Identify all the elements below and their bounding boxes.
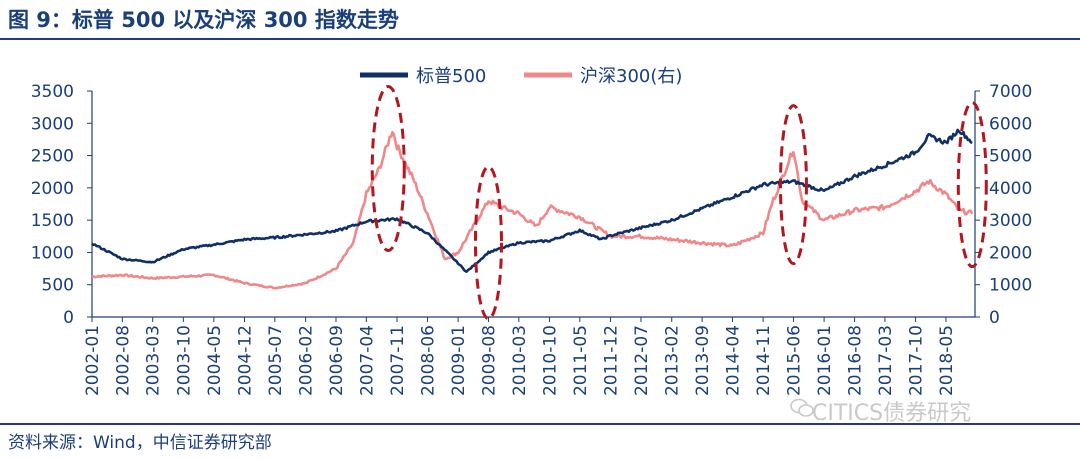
- legend-label-hs300: 沪深300(右): [580, 66, 682, 87]
- title-rule: [0, 38, 1080, 40]
- x-tick-label: 2016-08: [846, 325, 866, 396]
- left-tick-label: 3000: [31, 114, 74, 134]
- x-tick-label: 2011-05: [571, 325, 591, 396]
- x-tick-label: 2017-03: [876, 325, 896, 396]
- right-tick-label: 6000: [989, 114, 1032, 134]
- x-tick-label: 2003-03: [144, 325, 164, 396]
- x-tick-label: 2008-06: [418, 325, 438, 396]
- right-tick-label: 7000: [989, 82, 1032, 102]
- line-chart: 0 500 1000 1500 2000 2500 3000 3500 0 1000 2000 30…: [31, 66, 1033, 396]
- x-tick-label: 2013-02: [663, 325, 683, 396]
- legend-label-sp500: 标普500: [416, 66, 486, 87]
- series-line-hs300: [91, 130, 974, 290]
- highlight-ellipse: [956, 101, 988, 269]
- source-rule: [0, 423, 1080, 425]
- right-axis-ticks: 0 1000 2000 3000 4000 5000 6000 7000: [975, 82, 1032, 328]
- left-tick-label: 500: [42, 276, 74, 296]
- left-tick-label: 2000: [31, 179, 74, 199]
- x-tick-label: 2013-09: [693, 325, 713, 396]
- x-tick-label: 2002-08: [113, 325, 133, 396]
- x-tick-label: 2014-04: [723, 325, 743, 396]
- left-tick-label: 3500: [31, 82, 74, 102]
- highlight-ellipse: [778, 104, 808, 266]
- highlight-ellipse: [370, 84, 406, 252]
- x-tick-label: 2014-11: [754, 325, 774, 396]
- x-tick-label: 2010-10: [540, 325, 560, 396]
- x-tick-label: 2006-09: [327, 325, 347, 396]
- x-tick-label: 2006-02: [297, 325, 317, 396]
- x-tick-label: 2012-07: [632, 325, 652, 396]
- x-tick-label: 2017-10: [907, 325, 927, 396]
- wechat-icon: [790, 398, 814, 417]
- x-tick-label: 2016-01: [815, 325, 835, 396]
- x-tick-label: 2010-03: [510, 325, 530, 396]
- x-tick-label: 2011-12: [601, 325, 621, 396]
- x-axis-ticks: 2002-01 2002-08 2003-03 2003-10 2004-05 2004-…: [83, 317, 957, 396]
- left-axis-ticks: 0 500 1000 1500 2000 2500 3000 3500: [31, 82, 92, 328]
- x-tick-label: 2004-12: [235, 325, 255, 396]
- x-tick-label: 2003-10: [174, 325, 194, 396]
- x-tick-label: 2004-05: [205, 325, 225, 396]
- source-note: 资料来源：Wind，中信证券研究部: [8, 433, 272, 453]
- x-tick-label: 2015-06: [784, 325, 804, 396]
- highlight-ellipses: [370, 84, 988, 321]
- right-tick-label: 3000: [989, 211, 1032, 231]
- series-line-sp500: [91, 128, 973, 273]
- right-tick-label: 0: [989, 308, 1000, 328]
- right-tick-label: 1000: [989, 276, 1032, 296]
- x-tick-label: 2018-05: [937, 325, 957, 396]
- x-tick-label: 2007-11: [388, 325, 408, 396]
- legend: 标普500 沪深300(右): [360, 66, 682, 87]
- x-tick-label: 2005-07: [266, 325, 286, 396]
- figure-title: 图 9：标普 500 以及沪深 300 指数走势: [8, 8, 399, 32]
- right-tick-label: 2000: [989, 243, 1032, 263]
- left-tick-label: 1000: [31, 243, 74, 263]
- highlight-ellipse: [473, 165, 503, 321]
- x-tick-label: 2009-08: [479, 325, 499, 396]
- right-tick-label: 5000: [989, 147, 1032, 167]
- x-tick-label: 2002-01: [83, 325, 103, 396]
- left-tick-label: 2500: [31, 147, 74, 167]
- x-tick-label: 2009-01: [449, 325, 469, 396]
- left-tick-label: 1500: [31, 211, 74, 231]
- left-tick-label: 0: [63, 308, 74, 328]
- x-tick-label: 2007-04: [357, 325, 377, 396]
- watermark-text: CITICS债券研究: [812, 401, 972, 426]
- right-tick-label: 4000: [989, 179, 1032, 199]
